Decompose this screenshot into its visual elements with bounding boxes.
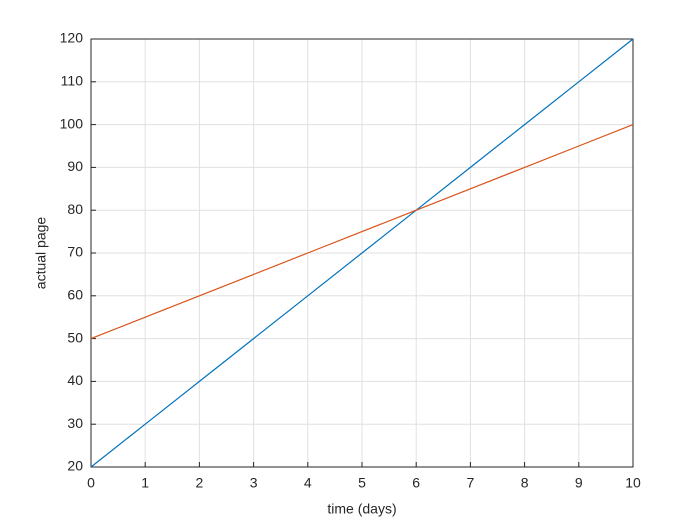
x-tick-label: 9 (575, 475, 583, 491)
x-tick-label: 6 (412, 475, 420, 491)
y-tick-label: 110 (61, 73, 84, 89)
axes-box (90, 38, 634, 468)
y-tick-label: 40 (67, 372, 83, 388)
y-tick-label: 20 (67, 458, 83, 474)
y-tick-label: 60 (67, 287, 83, 303)
y-tick-label: 90 (67, 158, 83, 174)
x-axis-label: time (days) (327, 501, 396, 517)
x-tick-label: 8 (521, 475, 529, 491)
x-tick-label: 4 (304, 475, 312, 491)
x-tick-label: 10 (625, 475, 641, 491)
x-tick-label: 5 (358, 475, 366, 491)
plot-area: 0 1 2 3 4 5 6 7 8 9 10 20 30 40 50 60 70 80 90 100 110 120 (60, 30, 641, 491)
x-tick-label: 3 (250, 475, 258, 491)
y-tick-label: 50 (67, 329, 83, 345)
x-tick-label: 1 (141, 475, 149, 491)
y-tick-label: 120 (60, 30, 84, 46)
x-tick-label: 2 (196, 475, 204, 491)
x-tick-label: 0 (87, 475, 95, 491)
y-tick-label: 80 (67, 201, 83, 217)
y-tick-label: 70 (67, 244, 83, 260)
data-line (90, 124, 634, 340)
y-axis-label: actual page (33, 217, 49, 290)
data-line (90, 38, 634, 468)
y-tick-label: 100 (60, 115, 84, 131)
x-tick-label: 7 (467, 475, 475, 491)
y-tick-label: 30 (67, 415, 83, 431)
